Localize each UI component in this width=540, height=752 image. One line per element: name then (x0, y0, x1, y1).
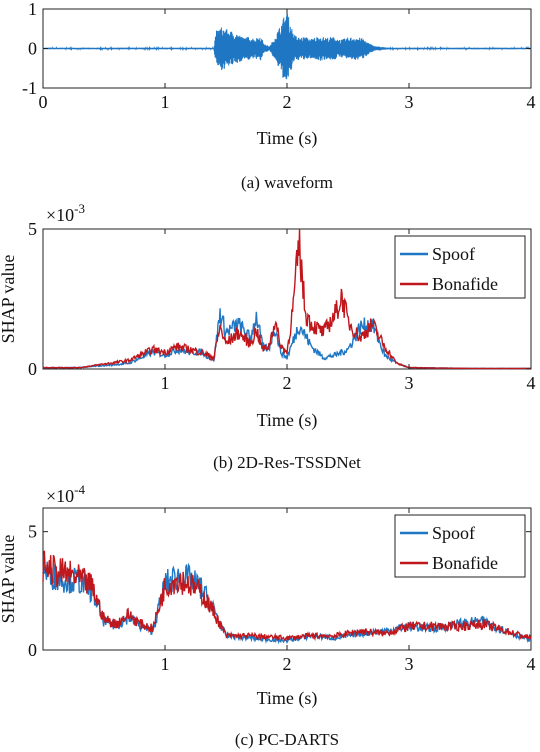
y-tick-label: 0 (28, 359, 37, 379)
caption-2d-res-tssdnet: (b) 2D-Res-TSSDNet (213, 453, 361, 472)
x-tick-label: 3 (405, 654, 414, 674)
exponent-base: ×10 (46, 486, 74, 506)
series-line-spoof (42, 308, 532, 370)
axis-ticks-pc-darts: 1 2 3 4 0 5 (28, 508, 536, 674)
exponent-power: -4 (74, 482, 85, 497)
x-tick-label: 2 (283, 654, 292, 674)
axis-ticks-2d-res-tssdnet: 1 2 3 4 0 5 (28, 219, 536, 393)
y-tick-label: 5 (28, 522, 37, 542)
x-tick-label: 2 (283, 92, 292, 112)
x-tick-label: 4 (527, 92, 536, 112)
waveform-line (42, 13, 532, 80)
exponent-label-2d-res-tssdnet: ×10-3 (46, 201, 85, 225)
x-tick-label: 4 (527, 373, 536, 393)
legend-2d-res-tssdnet: Spoof Bonafide (394, 235, 526, 299)
legend-box (394, 514, 526, 578)
legend-label-spoof: Spoof (432, 244, 475, 264)
y-tick-label: 0 (28, 39, 37, 59)
y-tick-label: 0 (28, 640, 37, 660)
x-tick-label: 1 (161, 373, 170, 393)
panel-2d-res-tssdnet: 1 2 3 4 0 5 ×10-3 SHAP value Time (s) Spoof B… (0, 201, 536, 472)
axis-ticks-waveform: 0 1 2 3 4-101 (22, 0, 536, 112)
x-tick-label: 4 (527, 654, 536, 674)
legend-label-bonafide: Bonafide (432, 274, 498, 294)
panel-pc-darts: 1 2 3 4 0 5 ×10-4 SHAP value Time (s) Spoof B… (0, 482, 536, 749)
exponent-base: ×10 (46, 205, 74, 225)
waveform-series (42, 13, 532, 80)
y-axis-label-2d-res-tssdnet: SHAP value (0, 255, 18, 344)
y-axis-label-pc-darts: SHAP value (0, 535, 18, 624)
x-axis-label-2d-res-tssdnet: Time (s) (257, 410, 318, 431)
series-line-bonafide (42, 228, 532, 370)
x-axis-label-waveform: Time (s) (257, 128, 318, 149)
x-tick-label: 1 (161, 654, 170, 674)
exponent-label-pc-darts: ×10-4 (46, 482, 85, 506)
series-lines-2d-res-tssdnet (42, 228, 532, 370)
y-tick-label: 5 (28, 219, 37, 239)
x-tick-label: 1 (161, 92, 170, 112)
legend-box (394, 235, 526, 299)
legend-label-bonafide: Bonafide (432, 553, 498, 573)
y-tick-label: 1 (28, 0, 37, 19)
x-tick-label: 0 (39, 92, 48, 112)
legend-label-spoof: Spoof (432, 523, 475, 543)
y-tick-label: -1 (22, 78, 37, 98)
x-tick-label: 2 (283, 373, 292, 393)
caption-waveform: (a) waveform (241, 173, 333, 192)
x-axis-label-pc-darts: Time (s) (257, 688, 318, 709)
exponent-power: -3 (74, 201, 85, 216)
legend-pc-darts: Spoof Bonafide (394, 514, 526, 578)
series-line-bonafide (42, 550, 532, 642)
x-tick-label: 3 (405, 373, 414, 393)
x-tick-label: 3 (405, 92, 414, 112)
panel-waveform: 0 1 2 3 4-101 Time (s) (a) waveform (22, 0, 536, 192)
caption-pc-darts: (c) PC-DARTS (235, 730, 339, 749)
series-lines-pc-darts (42, 550, 532, 645)
